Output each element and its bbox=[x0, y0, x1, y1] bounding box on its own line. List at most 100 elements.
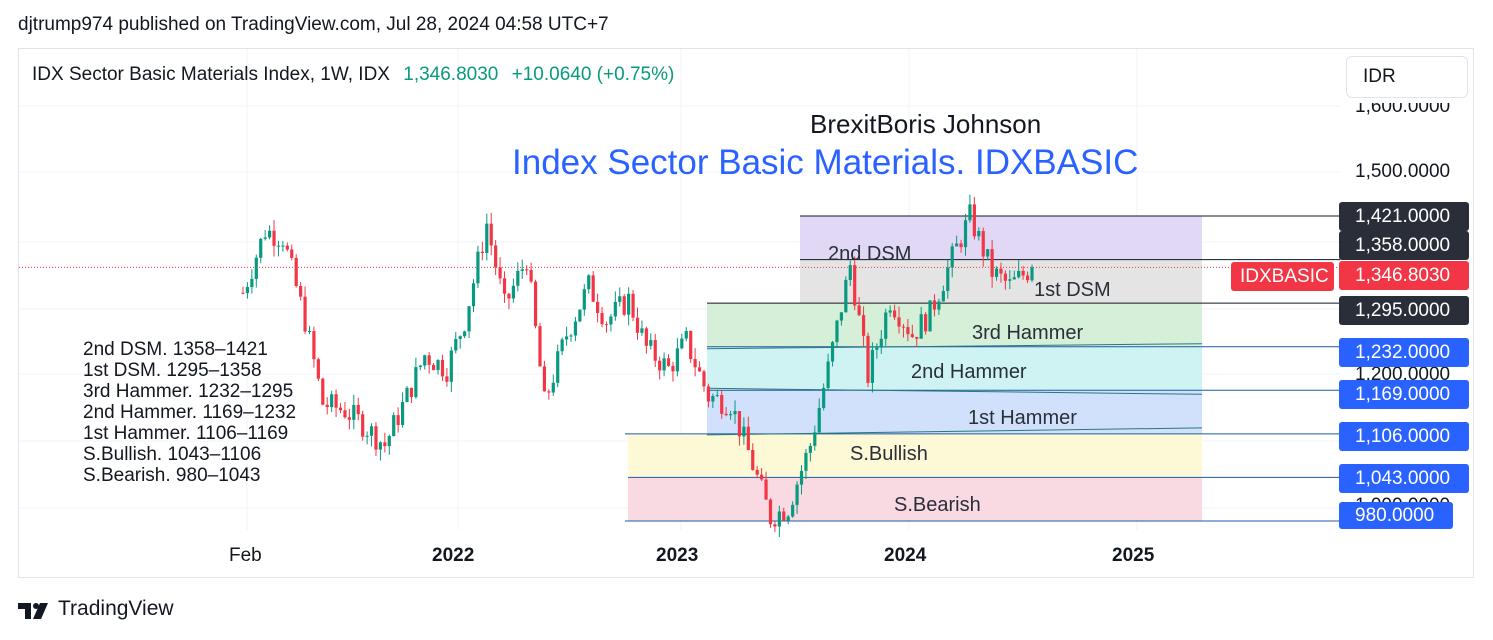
candle-body bbox=[467, 306, 471, 332]
candle-body bbox=[697, 367, 702, 372]
legend-line: S.Bearish. 980–1043 bbox=[83, 465, 261, 486]
zone-label-2nd-hammer: 2nd Hammer bbox=[911, 361, 1027, 383]
candle-body bbox=[830, 342, 835, 362]
candle-body bbox=[972, 204, 976, 237]
candle-body bbox=[795, 484, 799, 505]
legend-line: 2nd Hammer. 1169–1232 bbox=[83, 402, 297, 423]
last-price: 1,346.8030 bbox=[403, 64, 499, 85]
candle-body bbox=[458, 336, 462, 339]
candle-body bbox=[587, 275, 591, 290]
tradingview-logo-icon bbox=[18, 603, 48, 619]
candle-body bbox=[857, 305, 861, 316]
zone-legend: 2nd DSM. 1358–1421 1st DSM. 1295–1358 3r… bbox=[83, 339, 296, 486]
candle-body bbox=[392, 415, 396, 437]
candle-body bbox=[418, 365, 422, 368]
last-price-badge: 1,346.8030 bbox=[1339, 261, 1469, 290]
candle-body bbox=[839, 312, 843, 321]
candle-body bbox=[378, 442, 383, 450]
tradingview-logo[interactable]: TradingView bbox=[18, 597, 174, 621]
candle-body bbox=[990, 249, 994, 277]
candle-body bbox=[361, 414, 365, 437]
candle-body bbox=[777, 511, 781, 527]
x-axis-label: 2023 bbox=[656, 545, 699, 566]
candle-body bbox=[888, 310, 892, 313]
candle-body bbox=[782, 511, 786, 521]
candle-body bbox=[680, 338, 684, 349]
candle-body bbox=[272, 230, 276, 246]
candle-body bbox=[866, 335, 870, 383]
candle-body bbox=[312, 331, 316, 360]
candle-body bbox=[884, 312, 888, 339]
zone-rect bbox=[628, 477, 1202, 521]
candle-body bbox=[1003, 273, 1008, 281]
candle-body bbox=[538, 326, 542, 367]
x-axis-label: 2025 bbox=[1112, 545, 1155, 566]
candle-body bbox=[711, 396, 715, 402]
candle-body bbox=[737, 411, 742, 437]
candle-body bbox=[334, 394, 338, 408]
brand-name: TradingView bbox=[58, 597, 174, 620]
candle-body bbox=[556, 351, 560, 383]
candle-body bbox=[547, 391, 551, 393]
candle-body bbox=[662, 358, 666, 371]
candle-body bbox=[649, 340, 653, 346]
candle-body bbox=[529, 269, 533, 282]
candle-body bbox=[591, 275, 595, 302]
candle-body bbox=[276, 245, 281, 247]
candle-body bbox=[600, 312, 604, 325]
candle-body bbox=[955, 243, 959, 247]
candle-body bbox=[511, 285, 515, 299]
candle-body bbox=[1012, 277, 1016, 280]
candle-body bbox=[405, 387, 409, 402]
candle-body bbox=[449, 350, 453, 382]
candle-body bbox=[835, 320, 839, 343]
candle-body bbox=[733, 411, 737, 415]
candle-body bbox=[627, 293, 631, 315]
candle-body bbox=[799, 470, 804, 485]
candle-body bbox=[950, 246, 954, 268]
candle-body bbox=[516, 270, 520, 286]
trend-line bbox=[706, 343, 1203, 350]
candle-body bbox=[671, 365, 675, 372]
candle-body bbox=[542, 366, 547, 392]
price-badge: 1,295.0000 bbox=[1339, 296, 1469, 325]
candle-body bbox=[356, 404, 360, 415]
candle-body bbox=[910, 334, 914, 337]
zone-rect bbox=[707, 346, 1202, 391]
legend-line: 3rd Hammer. 1232–1295 bbox=[83, 381, 294, 402]
price-badge: 1,232.0000 bbox=[1339, 338, 1469, 367]
candle-body bbox=[746, 426, 750, 450]
zone-label-3rd-hammer: 3rd Hammer bbox=[972, 322, 1084, 344]
candle-body bbox=[848, 265, 852, 280]
zone-rect bbox=[707, 303, 1202, 347]
candle-body bbox=[604, 324, 609, 326]
candle-body bbox=[892, 310, 897, 318]
candle-body bbox=[622, 296, 626, 315]
candle-body bbox=[609, 316, 613, 325]
chart-title: Index Sector Basic Materials. IDXBASIC bbox=[512, 143, 1139, 182]
candle-body bbox=[724, 413, 728, 416]
candle-body bbox=[937, 301, 941, 310]
candle-body bbox=[1008, 279, 1012, 281]
candle-body bbox=[480, 251, 484, 253]
candle-body bbox=[414, 367, 418, 398]
candle-body bbox=[476, 251, 480, 284]
zone-label-s-bullish: S.Bullish bbox=[850, 443, 928, 465]
candle-body bbox=[658, 360, 662, 371]
price-tick: 1,600.0000 bbox=[1355, 96, 1451, 117]
candle-body bbox=[498, 267, 502, 279]
candle-body bbox=[932, 300, 937, 310]
currency-button[interactable]: IDR bbox=[1346, 56, 1468, 98]
candle-body bbox=[596, 301, 600, 313]
candle-body bbox=[440, 360, 445, 377]
candle-body bbox=[1017, 270, 1021, 278]
candle-body bbox=[804, 452, 808, 471]
price-badge: 1,169.0000 bbox=[1339, 380, 1469, 409]
candle-body bbox=[751, 449, 755, 470]
candle-body bbox=[285, 245, 289, 250]
candle-body bbox=[245, 287, 250, 294]
candle-body bbox=[986, 249, 990, 257]
candle-body bbox=[445, 376, 449, 382]
candle-body bbox=[631, 293, 635, 318]
